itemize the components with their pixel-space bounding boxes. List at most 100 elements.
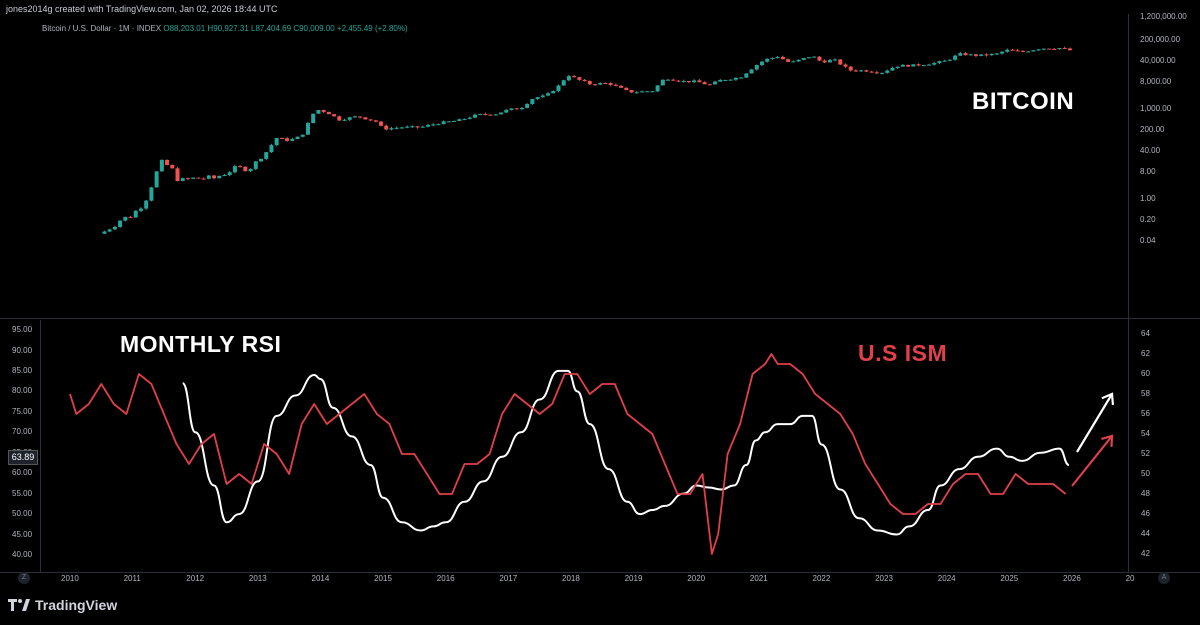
candle-body xyxy=(154,171,159,188)
candle-body xyxy=(827,60,832,63)
candle-body xyxy=(269,145,274,153)
candle-body xyxy=(582,79,587,82)
candle-body xyxy=(822,60,827,63)
candle-body xyxy=(206,175,211,179)
candle-body xyxy=(394,127,399,129)
candle-body xyxy=(321,110,326,112)
candle-body xyxy=(1000,51,1005,54)
time-tick-label: 2012 xyxy=(186,574,205,583)
price-tick-label: 1,200,000.00 xyxy=(1140,12,1187,21)
candle-body xyxy=(1005,49,1010,52)
candle-body xyxy=(833,59,838,61)
right-axis-border xyxy=(1128,14,1129,572)
price-tick-label: 1.00 xyxy=(1140,194,1156,204)
left-axis-border xyxy=(40,320,41,572)
candle-body xyxy=(399,127,404,129)
candle-body xyxy=(947,59,952,61)
candle-body xyxy=(290,139,295,141)
candle-body xyxy=(1057,48,1062,50)
candle-body xyxy=(1047,48,1052,50)
candle-body xyxy=(780,56,785,60)
auto-scale-left-button[interactable]: Z xyxy=(18,572,30,584)
price-tick-label: 8,000.00 xyxy=(1140,77,1172,87)
candle-body xyxy=(259,158,264,162)
candle-body xyxy=(316,110,321,114)
pane-divider[interactable] xyxy=(0,318,1200,319)
symbol-legend: Bitcoin / U.S. Dollar · 1M · INDEX O88,2… xyxy=(42,24,408,33)
candle-body xyxy=(942,60,947,62)
candle-body xyxy=(300,134,305,137)
candle-body xyxy=(880,72,885,74)
time-tick-label: 2018 xyxy=(562,574,580,583)
candle-body xyxy=(645,91,650,93)
candle-body xyxy=(739,77,744,79)
candle-body xyxy=(1010,49,1015,51)
candle-body xyxy=(420,126,425,128)
candle-body xyxy=(530,99,535,104)
candle-body xyxy=(937,61,942,64)
rsi-projection-arrow-head xyxy=(1101,392,1115,406)
rsi-tick-label: 85.00 xyxy=(12,365,33,375)
tradingview-brand: TradingView xyxy=(35,597,118,613)
candle-body xyxy=(264,152,269,159)
time-tick-label: 2016 xyxy=(436,574,455,583)
candle-body xyxy=(801,57,806,60)
candle-body xyxy=(994,53,999,55)
candle-body xyxy=(144,200,149,209)
candle-body xyxy=(566,76,571,81)
candle-body xyxy=(441,121,446,125)
price-pane[interactable] xyxy=(0,0,1200,320)
candle-body xyxy=(410,126,415,128)
candle-body xyxy=(243,166,248,172)
candle-body xyxy=(1026,51,1031,53)
candles xyxy=(102,46,1072,234)
auto-scale-right-button[interactable]: A xyxy=(1158,572,1170,584)
ism-tick-label: 64 xyxy=(1141,329,1150,338)
candle-body xyxy=(546,93,551,96)
candle-body xyxy=(253,161,258,169)
candle-body xyxy=(655,85,660,92)
candle-body xyxy=(1020,50,1025,52)
candle-body xyxy=(806,57,811,59)
time-tick-label: 2014 xyxy=(311,574,330,583)
candle-body xyxy=(900,64,905,67)
candle-body xyxy=(754,64,759,70)
candle-body xyxy=(843,64,848,67)
candle-body xyxy=(979,54,984,56)
time-tick-label: 2025 xyxy=(1000,574,1019,583)
time-tick-label: 2026 xyxy=(1063,574,1081,583)
candle-body xyxy=(499,112,504,115)
rsi-price-label: 63.89 xyxy=(8,450,38,465)
candle-body xyxy=(405,126,410,128)
candle-body xyxy=(885,70,890,73)
candle-body xyxy=(671,79,676,81)
candle-body xyxy=(864,70,869,72)
time-tick-label: 2023 xyxy=(875,574,893,583)
indicator-pane[interactable] xyxy=(0,318,1200,618)
tradingview-logo[interactable]: TradingView xyxy=(8,597,117,613)
ohlc-low: L87,404.69 xyxy=(251,24,292,33)
time-tick-label: 2017 xyxy=(499,574,518,583)
candle-body xyxy=(770,57,775,59)
candle-body xyxy=(332,114,337,117)
candle-body xyxy=(415,126,420,128)
candle-body xyxy=(525,103,530,108)
candle-body xyxy=(352,116,357,118)
time-tick-label: 2022 xyxy=(812,574,831,583)
candle-body xyxy=(953,55,958,60)
rsi-tick-label: 95.00 xyxy=(12,325,33,334)
candle-body xyxy=(984,54,989,56)
rsi-tick-label: 40.00 xyxy=(12,550,33,559)
time-tick-label: 2024 xyxy=(937,574,956,583)
candle-body xyxy=(989,53,994,56)
candle-body xyxy=(692,80,697,83)
candle-body xyxy=(342,119,347,121)
candle-body xyxy=(791,61,796,63)
candle-body xyxy=(285,138,290,141)
time-axis-border xyxy=(0,572,1200,573)
monthly-rsi-label: MONTHLY RSI xyxy=(120,331,282,357)
price-tick-label: 0.20 xyxy=(1140,215,1156,225)
candle-body xyxy=(760,61,765,65)
price-tick-label: 1,000.00 xyxy=(1140,104,1172,114)
candle-body xyxy=(311,113,316,124)
